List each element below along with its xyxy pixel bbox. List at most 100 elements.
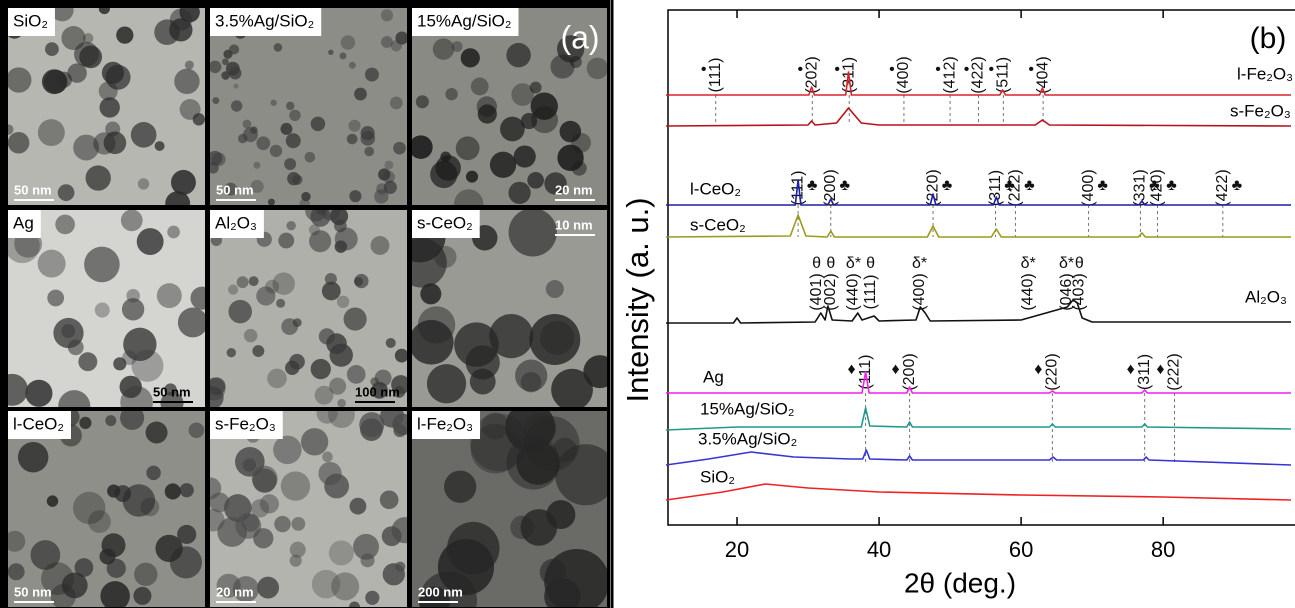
particle [445,88,457,100]
particle [409,320,454,365]
particle [86,165,111,190]
particle [42,69,67,94]
particle [347,134,358,145]
scale-label: 200 nm [418,584,463,599]
particle [243,458,256,471]
reflection-label: (220) [1044,353,1061,390]
particle [243,127,258,142]
particle [286,102,294,110]
particle [382,526,402,546]
particle [349,62,356,69]
image-label: Ag [13,213,34,232]
particle [311,117,326,132]
reflection-symbol: ♣ [840,177,851,194]
particle [231,100,242,111]
reflection-label: (220) [924,169,941,206]
particle [470,369,496,395]
particle [286,221,295,230]
particle [361,553,375,567]
particle [116,27,133,44]
reflection-symbol: ♦ [1034,361,1042,378]
particle [107,559,126,578]
particle [330,343,353,366]
particle [155,141,165,151]
particle [587,58,609,80]
scale-label: 20 nm [555,182,593,197]
particle [167,226,180,239]
particle [47,290,64,307]
series-label: l-CeO₂ [690,179,741,198]
particle [349,120,361,132]
particle [290,542,306,558]
reflection-label: (422) [970,56,987,93]
particle [223,50,232,59]
series-label: Al₂O₃ [1245,287,1287,306]
particle [466,171,478,183]
particle [350,498,367,515]
reflection-symbol: ♦ [1127,361,1135,378]
particle [393,142,406,155]
particle [55,215,75,235]
particle [68,339,84,355]
particle [287,172,300,185]
particle [79,417,91,429]
particle [508,182,530,204]
particle [38,250,66,278]
x-tick-label: 60 [1009,537,1033,562]
reflection-label: (311) [1136,354,1153,390]
particle [284,158,296,170]
particle [131,122,157,148]
reflection-symbol: ♦ [847,361,855,378]
particle [447,522,500,575]
particle [341,35,355,49]
particle [267,369,287,389]
particle [435,155,461,181]
scale-label: 50 nm [14,182,52,197]
reflection-label: (440) [845,273,862,310]
reflection-symbol: • [989,61,995,78]
series-label: 3.5%Ag/SiO₂ [698,429,797,448]
particle [228,285,238,295]
particle [521,372,541,392]
reflection-symbol: θ [1075,255,1084,272]
reflection-label: (440) [1019,273,1036,310]
scale-label: 50 nm [14,584,52,599]
reflection-symbol: • [964,61,970,78]
particle [309,224,320,235]
particle [268,199,275,206]
particle [88,510,111,533]
reflection-symbol: δ* [912,255,927,272]
particle [546,500,575,529]
image-label: s-Fe₂O₃ [215,414,276,433]
particle [276,299,285,308]
particle [217,517,247,547]
reflection-symbol: • [889,61,895,78]
particle [84,247,120,283]
scale-label: 100 nm [355,384,400,399]
particle [281,471,310,500]
image-label: Al₂O₃ [215,213,257,232]
particle [185,60,194,69]
particle [209,61,222,74]
reflection-label: (111) [707,58,724,93]
particle [105,415,116,426]
image-label: l-Fe₂O₃ [417,414,473,433]
particle [301,192,310,201]
particle [527,172,544,189]
particle [461,48,480,67]
particle [75,558,94,577]
particle [525,416,580,471]
reflection-label: (412) [941,56,958,93]
reflection-symbol: • [701,61,707,78]
particle [390,97,403,110]
particle [383,171,395,183]
reflection-symbol: • [1028,61,1034,78]
particle [6,67,31,92]
particle [571,133,591,153]
particle [381,36,393,48]
particle [386,338,396,348]
particle [74,42,99,67]
reflection-label: (403) [1071,273,1088,310]
particle [133,587,151,605]
particle [212,97,219,104]
